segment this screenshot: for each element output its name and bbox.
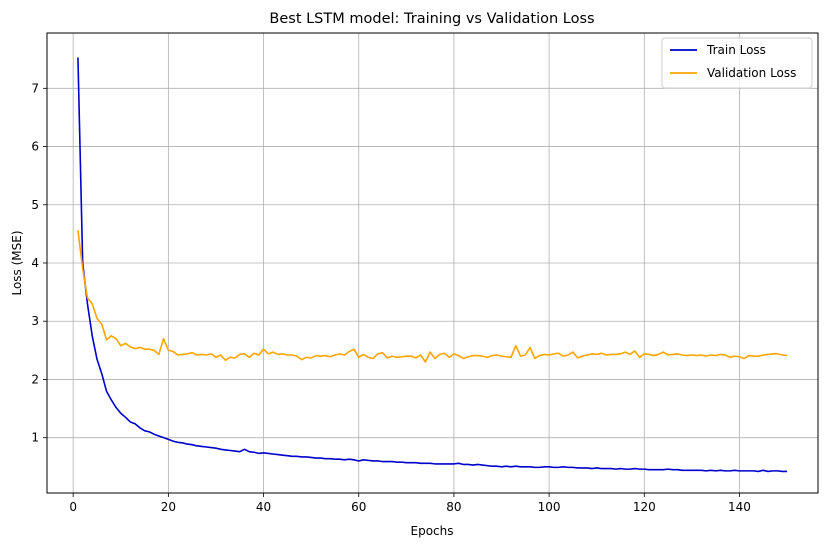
y-tick-label: 3 [31,314,39,328]
x-axis-ticks: 0 20 40 60 80 100 120 140 [69,493,751,514]
x-tick-label: 60 [351,500,366,514]
y-tick-label: 6 [31,140,39,154]
x-tick-label: 40 [256,500,271,514]
chart-title: Best LSTM model: Training vs Validation … [269,11,594,27]
y-tick-label: 7 [31,81,39,95]
grid [47,33,818,493]
legend-box [661,37,813,89]
legend-label-train-loss: Train Loss [706,43,766,57]
series-line-train-loss [77,57,788,473]
y-tick-label: 5 [31,198,39,212]
y-tick-label: 2 [31,372,39,386]
x-tick-label: 20 [161,500,176,514]
legend: Train Loss Validation Loss [661,37,813,89]
y-tick-label: 1 [31,431,39,445]
x-tick-label: 120 [633,500,656,514]
series-line-validation-loss [77,230,788,363]
y-axis-label: Loss (MSE) [10,230,24,295]
x-tick-label: 140 [728,500,751,514]
x-tick-label: 80 [446,500,461,514]
x-axis-label: Epochs [411,524,454,538]
x-tick-label: 0 [69,500,77,514]
y-axis-ticks: 1 2 3 4 5 6 7 [31,81,47,445]
legend-label-validation-loss: Validation Loss [707,66,796,80]
x-tick-label: 100 [538,500,561,514]
y-tick-label: 4 [31,256,39,270]
plot-lines [77,57,788,473]
